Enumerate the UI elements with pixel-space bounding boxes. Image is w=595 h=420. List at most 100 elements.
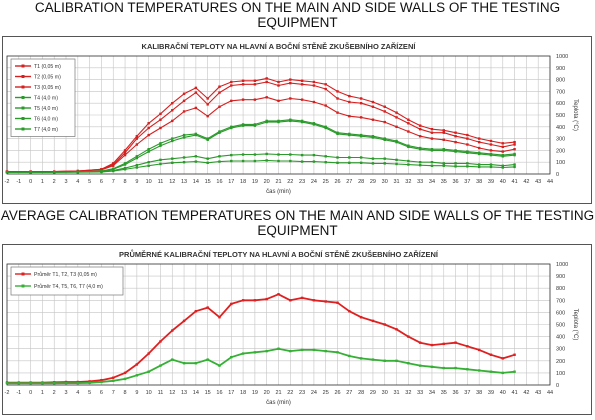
data-point (265, 159, 268, 162)
data-point (159, 112, 162, 116)
data-point (159, 364, 162, 367)
data-point (324, 161, 327, 164)
data-point (88, 381, 91, 385)
x-tick-label: 3 (64, 179, 67, 185)
data-point (513, 153, 516, 157)
x-tick-label: 34 (429, 390, 435, 396)
data-point (383, 110, 386, 113)
data-point (383, 138, 386, 141)
data-point (135, 166, 139, 169)
data-point (29, 171, 32, 174)
data-point (100, 170, 103, 174)
data-point (336, 161, 339, 164)
data-point (477, 146, 481, 150)
x-tick-label: 16 (216, 390, 222, 396)
data-point (454, 131, 457, 134)
data-point (194, 309, 198, 313)
x-tick-label: 26 (334, 179, 340, 185)
top-heading: CALIBRATION TEMPERATURES ON THE MAIN AND… (34, 0, 561, 30)
x-tick-label: 37 (464, 390, 470, 396)
data-point (336, 90, 339, 93)
data-point (171, 139, 174, 143)
y-tick-label: 1000 (556, 54, 568, 60)
data-point (135, 156, 139, 160)
data-point (253, 159, 257, 163)
x-tick-label: 24 (311, 390, 317, 396)
data-point (489, 139, 493, 143)
data-point (147, 148, 150, 151)
data-point (194, 91, 198, 94)
data-point (466, 165, 469, 168)
data-point (407, 145, 410, 149)
x-tick-label: -2 (5, 179, 10, 185)
data-point (289, 153, 292, 156)
chart-title: KALIBRAČNÍ TEPLOTY NA HLAVNÍ A BOČNÍ STĚ… (142, 42, 417, 51)
data-point (348, 133, 351, 137)
x-tick-label: 22 (287, 390, 293, 396)
data-point (147, 133, 150, 137)
data-point (218, 91, 221, 94)
x-tick-label: 38 (476, 179, 482, 185)
data-point (336, 351, 339, 354)
data-point (230, 153, 233, 157)
data-point (489, 143, 493, 146)
data-point (135, 155, 139, 158)
data-point (477, 152, 481, 156)
series-line-1 (7, 293, 515, 384)
data-point (218, 155, 221, 158)
x-tick-label: 21 (275, 179, 281, 185)
data-point (466, 151, 469, 154)
data-point (218, 105, 221, 108)
data-point (442, 162, 445, 165)
y-tick-label: 700 (556, 89, 565, 95)
legend-entry: Průměr T1, T2, T3 (0,05 m) (34, 271, 97, 278)
data-point (324, 87, 327, 91)
data-point (100, 380, 103, 384)
data-point (300, 120, 304, 124)
legend-marker (21, 284, 25, 288)
data-point (206, 157, 209, 160)
chart-panel-individual: KALIBRAČNÍ TEPLOTY NA HLAVNÍ A BOČNÍ STĚ… (2, 36, 592, 204)
data-point (489, 149, 493, 152)
data-point (194, 133, 198, 137)
data-point (289, 78, 292, 81)
data-point (312, 153, 316, 157)
data-point (395, 125, 398, 128)
y-tick-label: 0 (556, 383, 559, 389)
x-tick-label: 39 (488, 390, 494, 396)
data-point (407, 122, 410, 125)
data-point (324, 349, 327, 353)
data-point (159, 118, 162, 121)
data-point (171, 109, 174, 112)
data-point (182, 110, 186, 113)
data-point (466, 368, 469, 371)
data-point (171, 161, 174, 164)
data-point (418, 127, 422, 131)
x-tick-label: 2 (53, 179, 56, 185)
data-point (241, 79, 245, 82)
data-point (64, 381, 68, 385)
data-point (371, 105, 375, 108)
series-line-3 (7, 96, 515, 173)
data-point (348, 100, 351, 104)
data-point (359, 102, 363, 105)
data-point (289, 97, 292, 100)
data-point (371, 319, 375, 323)
x-tick-label: 1 (41, 179, 44, 185)
x-tick-label: 18 (240, 390, 246, 396)
x-tick-label: 34 (429, 179, 435, 185)
x-tick-label: 35 (441, 179, 447, 185)
x-tick-label: 12 (169, 179, 175, 185)
x-tick-label: 15 (205, 179, 211, 185)
data-point (123, 371, 127, 375)
data-point (430, 149, 434, 152)
data-point (501, 155, 504, 158)
x-tick-label: 14 (193, 179, 199, 185)
data-point (359, 135, 363, 138)
x-tick-label: 37 (464, 179, 470, 185)
data-point (418, 163, 422, 167)
x-tick-label: 31 (393, 390, 399, 396)
x-tick-label: 40 (500, 390, 506, 396)
data-point (76, 170, 80, 174)
data-point (218, 85, 221, 88)
